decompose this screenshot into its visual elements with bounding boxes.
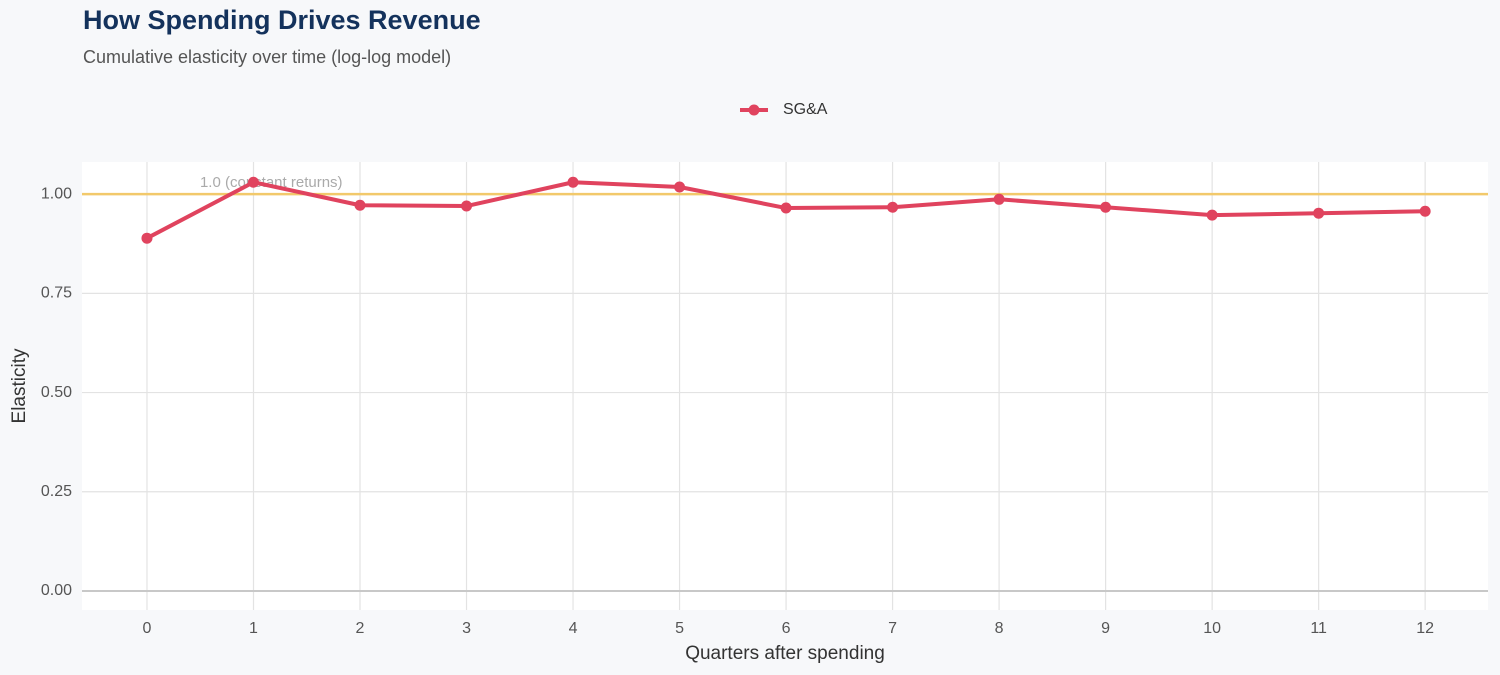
data-point	[247, 176, 259, 188]
x-tick-label: 2	[356, 620, 365, 637]
chart-title: How Spending Drives Revenue	[83, 5, 481, 35]
chart-subtitle: Cumulative elasticity over time (log-log…	[83, 47, 451, 67]
data-point	[461, 200, 473, 212]
data-point	[354, 199, 366, 211]
x-tick-label: 9	[1101, 620, 1110, 637]
y-tick-label: 0.25	[41, 483, 72, 500]
x-tick-label: 12	[1416, 620, 1434, 637]
data-point	[141, 232, 153, 244]
x-axis-label: Quarters after spending	[685, 643, 885, 664]
x-tick-label: 1	[249, 620, 258, 637]
reference-label: 1.0 (constant returns)	[200, 174, 343, 191]
x-tick-label: 6	[782, 620, 791, 637]
data-point	[993, 193, 1005, 205]
data-point	[1313, 207, 1325, 219]
data-point	[1419, 205, 1431, 217]
x-tick-label: 10	[1203, 620, 1221, 637]
x-tick-label: 8	[995, 620, 1004, 637]
data-point	[674, 181, 686, 193]
x-tick-label: 4	[569, 620, 578, 637]
data-point	[1206, 209, 1218, 221]
data-point	[887, 201, 899, 213]
y-tick-label: 0.00	[41, 582, 72, 599]
legend-marker	[748, 104, 760, 116]
y-tick-label: 0.50	[41, 384, 72, 401]
x-tick-label: 3	[462, 620, 471, 637]
x-tick-label: 7	[888, 620, 897, 637]
plot-area	[82, 162, 1488, 610]
x-tick-label: 0	[143, 620, 152, 637]
data-point	[780, 202, 792, 214]
x-tick-label: 11	[1310, 620, 1327, 637]
y-axis-label: Elasticity	[9, 348, 30, 423]
x-tick-label: 5	[675, 620, 684, 637]
y-tick-label: 1.00	[41, 185, 72, 202]
data-point	[1100, 201, 1112, 213]
y-tick-label: 0.75	[41, 285, 72, 302]
data-point	[567, 176, 579, 188]
legend-label: SG&A	[783, 101, 828, 118]
